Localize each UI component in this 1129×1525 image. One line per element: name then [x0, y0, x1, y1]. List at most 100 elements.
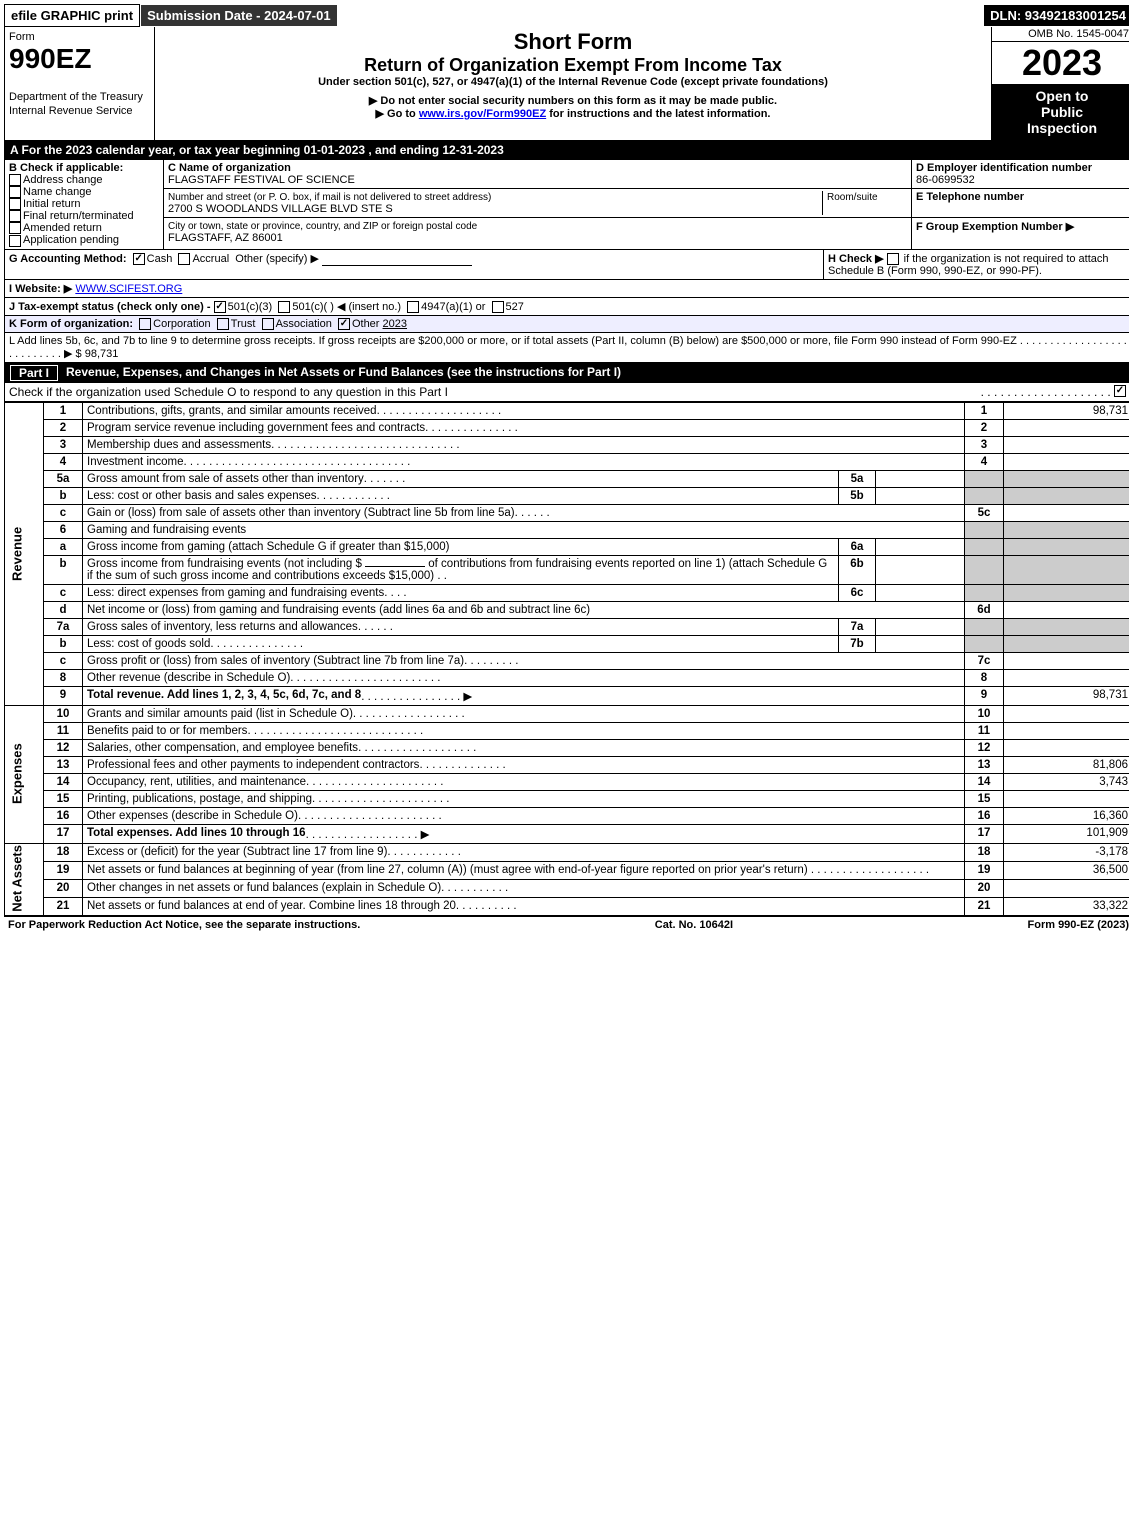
line-17-num: 17 [44, 824, 83, 843]
checkbox-trust[interactable] [217, 318, 229, 330]
line-13-box: 13 [965, 756, 1004, 773]
line-19-box: 19 [965, 861, 1004, 879]
checkbox-final[interactable] [9, 210, 21, 222]
line-6a-subbox: 6a [839, 538, 876, 555]
checkbox-4947[interactable] [407, 301, 419, 313]
line-10-num: 10 [44, 705, 83, 722]
line-7a-num: 7a [44, 618, 83, 635]
box-b-label: B Check if applicable: [9, 162, 123, 174]
line-8-num: 8 [44, 669, 83, 686]
line-3-desc: Membership dues and assessments [87, 439, 271, 451]
line-16-amt: 16,360 [1004, 807, 1129, 824]
checkbox-other-org[interactable] [338, 318, 350, 330]
line-10-desc: Grants and similar amounts paid (list in… [87, 708, 353, 720]
opt-assoc: Association [276, 318, 332, 330]
opt-527: 527 [506, 301, 524, 313]
checkbox-assoc[interactable] [262, 318, 274, 330]
box-i-label: I Website: ▶ [9, 283, 72, 295]
line-14-amt: 3,743 [1004, 773, 1129, 790]
line-6c-subbox: 6c [839, 584, 876, 601]
line-6b-desc1: Gross income from fundraising events (no… [87, 558, 362, 570]
line-6d-num: d [44, 601, 83, 618]
line-5a-shade-amt [1004, 470, 1129, 487]
checkbox-501c[interactable] [278, 301, 290, 313]
final-return-label: Final return/terminated [23, 210, 134, 222]
line-5a-subbox: 5a [839, 470, 876, 487]
opt-corp: Corporation [153, 318, 210, 330]
note-goto: ▶ Go to www.irs.gov/Form990EZ for instru… [159, 107, 987, 120]
checkbox-schedule-b[interactable] [887, 253, 899, 265]
checkbox-corp[interactable] [139, 318, 151, 330]
checkbox-pending[interactable] [9, 235, 21, 247]
opt-other-org: Other [352, 318, 380, 330]
line-2-desc: Program service revenue including govern… [87, 422, 425, 434]
spacer [338, 4, 984, 27]
line-13-amt: 81,806 [1004, 756, 1129, 773]
line-17-desc: Total expenses. Add lines 10 through 16 [87, 827, 306, 841]
line-15-num: 15 [44, 790, 83, 807]
line-5a-num: 5a [44, 470, 83, 487]
submission-date: Submission Date - 2024-07-01 [140, 4, 338, 27]
footer-right-form: 990-EZ [1058, 919, 1094, 931]
city-label: City or town, state or province, country… [168, 221, 477, 232]
line-11-box: 11 [965, 722, 1004, 739]
checkbox-accrual[interactable] [178, 253, 190, 265]
goto-post: for instructions and the latest informat… [546, 108, 770, 120]
line-6-desc: Gaming and fundraising events [83, 521, 965, 538]
line-5a-subval [876, 470, 965, 487]
line-5c-box: 5c [965, 504, 1004, 521]
right-header: OMB No. 1545-0047 2023 Open to Public In… [992, 27, 1129, 140]
name-change-label: Name change [23, 186, 92, 198]
box-k: K Form of organization: Corporation Trus… [4, 316, 1129, 333]
line-11-amt [1004, 722, 1129, 739]
efile-label: efile GRAPHIC print [4, 4, 140, 27]
box-c-label: C Name of organization [168, 162, 291, 174]
box-g: G Accounting Method: Cash Accrual Other … [5, 250, 824, 279]
line-4-num: 4 [44, 453, 83, 470]
line-17-amt: 101,909 [1004, 824, 1129, 843]
box-i: I Website: ▶ WWW.SCIFEST.ORG [4, 280, 1129, 298]
line-6a-shade-amt [1004, 538, 1129, 555]
checkbox-amended[interactable] [9, 222, 21, 234]
line-7c-desc: Gross profit or (loss) from sales of inv… [87, 655, 464, 667]
irs-link[interactable]: www.irs.gov/Form990EZ [419, 108, 546, 120]
page-footer: For Paperwork Reduction Act Notice, see … [4, 916, 1129, 933]
line-5c-amt [1004, 504, 1129, 521]
checkbox-501c3[interactable] [214, 301, 226, 313]
line-8-desc: Other revenue (describe in Schedule O) [87, 672, 290, 684]
line-6b-shade [965, 555, 1004, 584]
checkbox-address-change[interactable] [9, 174, 21, 186]
line-7b-shade-amt [1004, 635, 1129, 652]
opt-501c3: 501(c)(3) [228, 301, 273, 313]
box-h: H Check ▶ if the organization is not req… [824, 250, 1129, 279]
line-14-box: 14 [965, 773, 1004, 790]
line-18-num: 18 [44, 843, 83, 861]
tax-year: 2023 [992, 42, 1129, 84]
open-line2: Public [1041, 104, 1083, 120]
part1-title: Revenue, Expenses, and Changes in Net As… [66, 365, 621, 381]
line-6b-subval [876, 555, 965, 584]
checkbox-initial[interactable] [9, 198, 21, 210]
line-7b-shade [965, 635, 1004, 652]
line-1-amt: 98,731 [1004, 402, 1129, 419]
line-5b-shade [965, 487, 1004, 504]
pending-label: Application pending [23, 234, 119, 246]
box-c: C Name of organization FLAGSTAFF FESTIVA… [164, 160, 912, 249]
line-14-num: 14 [44, 773, 83, 790]
checkbox-cash[interactable] [133, 253, 145, 265]
footer-left: For Paperwork Reduction Act Notice, see … [8, 919, 360, 931]
line-17-box: 17 [965, 824, 1004, 843]
street-label: Number and street (or P. O. box, if mail… [168, 192, 491, 203]
line-6b-desc: Gross income from fundraising events (no… [83, 555, 839, 584]
line-1-desc: Contributions, gifts, grants, and simila… [87, 405, 377, 417]
checkbox-name-change[interactable] [9, 186, 21, 198]
line-8-box: 8 [965, 669, 1004, 686]
line-19-num: 19 [44, 861, 83, 879]
line-9-num: 9 [44, 686, 83, 705]
checkbox-schedule-o[interactable] [1114, 385, 1126, 397]
line-6c-num: c [44, 584, 83, 601]
line-21-num: 21 [44, 897, 83, 915]
website-link[interactable]: WWW.SCIFEST.ORG [75, 283, 182, 295]
form-header: Form 990EZ Department of the Treasury In… [4, 27, 1129, 141]
checkbox-527[interactable] [492, 301, 504, 313]
